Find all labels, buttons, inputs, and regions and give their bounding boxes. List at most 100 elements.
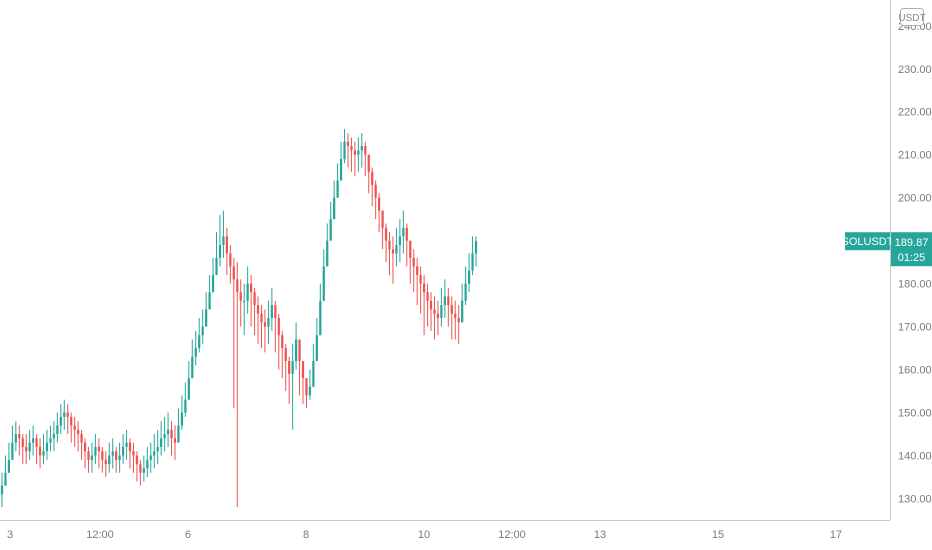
symbol-tag-bg — [845, 232, 890, 251]
candle-body — [125, 442, 128, 447]
candle-body — [357, 150, 360, 155]
candle-body — [118, 455, 121, 460]
candle-body — [139, 464, 142, 473]
candle-body — [305, 378, 308, 396]
candle-body — [374, 184, 377, 198]
candle-body — [45, 442, 49, 452]
candle-body — [249, 283, 253, 293]
candle-body — [260, 313, 263, 323]
candle-body — [246, 283, 249, 301]
last-price-tag: SOLUSDT 189.87 01:25 — [842, 232, 932, 267]
candle-body — [7, 459, 11, 473]
candle-body — [208, 292, 211, 310]
candle-body — [121, 446, 125, 456]
price-tick-label: 160.00 — [898, 365, 932, 377]
candle-body — [319, 300, 322, 336]
candle-body — [298, 339, 301, 361]
candle-body — [270, 305, 273, 319]
candles-layer — [0, 128, 478, 508]
candle-body — [56, 425, 59, 435]
candle-body — [253, 292, 256, 306]
currency-badge[interactable]: USDT — [898, 8, 926, 26]
candle-body — [346, 141, 350, 147]
candle-body — [49, 438, 52, 443]
candle-body — [284, 348, 287, 361]
candle-body — [177, 425, 180, 443]
candle-body — [115, 451, 118, 460]
candle-body — [59, 416, 62, 426]
candle-body — [0, 485, 4, 495]
candle-body — [205, 309, 208, 327]
candle-body — [11, 442, 14, 460]
time-tick-label: 17 — [830, 529, 842, 541]
candle-body — [90, 455, 94, 460]
candle-body — [156, 446, 159, 452]
candle-body — [398, 236, 402, 245]
candle-body — [21, 438, 24, 447]
candle-body — [25, 446, 28, 452]
candle-body — [402, 227, 405, 237]
candle-body — [194, 348, 197, 357]
candle-body — [339, 159, 343, 181]
candle-body — [391, 249, 395, 254]
candle-body — [422, 283, 426, 293]
candle-body — [229, 253, 232, 267]
last-price-label: 189.87 — [895, 237, 929, 249]
currency-label: USDT — [898, 13, 925, 24]
candle-body — [94, 446, 97, 456]
candle-body — [301, 360, 305, 379]
candle-body — [333, 197, 336, 220]
time-tick-label: 10 — [418, 529, 430, 541]
candle-body — [416, 266, 419, 276]
candle-body — [76, 429, 80, 435]
candle-body — [461, 300, 464, 323]
candle-body — [267, 318, 270, 327]
candle-body — [395, 244, 398, 254]
candle-body — [467, 270, 471, 284]
candle-body — [457, 318, 460, 323]
time-tick-label: 3 — [7, 529, 13, 541]
candle-body — [14, 434, 17, 443]
candle-body — [429, 300, 433, 310]
candle-body — [218, 244, 222, 258]
candle-body — [32, 438, 35, 443]
currency-badge-frame — [900, 8, 924, 26]
price-tick-label: 230.00 — [898, 64, 932, 76]
price-tag-bg — [891, 232, 932, 267]
candle-body — [215, 257, 218, 276]
candle-body — [350, 146, 353, 151]
candle-body — [111, 451, 114, 456]
candle-body — [191, 356, 194, 379]
countdown-label: 01:25 — [898, 252, 926, 264]
price-tick-label: 130.00 — [898, 494, 932, 506]
candle-body — [274, 305, 277, 319]
price-tick-label: 140.00 — [898, 451, 932, 463]
candle-body — [63, 412, 66, 417]
candle-body — [440, 305, 443, 319]
time-tick-label: 8 — [303, 529, 309, 541]
candle-body — [360, 146, 363, 151]
candle-body — [312, 360, 315, 387]
candle-body — [104, 459, 107, 465]
time-tick-label: 6 — [185, 529, 191, 541]
candle-body — [52, 434, 56, 439]
candle-body — [153, 451, 156, 456]
time-axis[interactable]: 3 12:00 6 8 10 12:00 13 15 17 — [7, 529, 842, 541]
candle-body — [146, 459, 149, 469]
time-tick-label: 15 — [712, 529, 724, 541]
candle-body — [70, 416, 73, 426]
candle-body — [18, 434, 21, 439]
time-tick-label: 13 — [594, 529, 606, 541]
candle-body — [184, 399, 187, 413]
time-tick-label: 12:00 — [86, 529, 114, 541]
candle-body — [433, 309, 436, 314]
candle-body — [377, 197, 381, 211]
candle-body — [239, 292, 242, 301]
candle-body — [405, 227, 408, 241]
candle-body — [35, 438, 38, 447]
candle-body — [80, 434, 83, 443]
candle-body — [28, 442, 31, 452]
candle-body — [443, 296, 446, 306]
candle-body — [211, 275, 215, 293]
